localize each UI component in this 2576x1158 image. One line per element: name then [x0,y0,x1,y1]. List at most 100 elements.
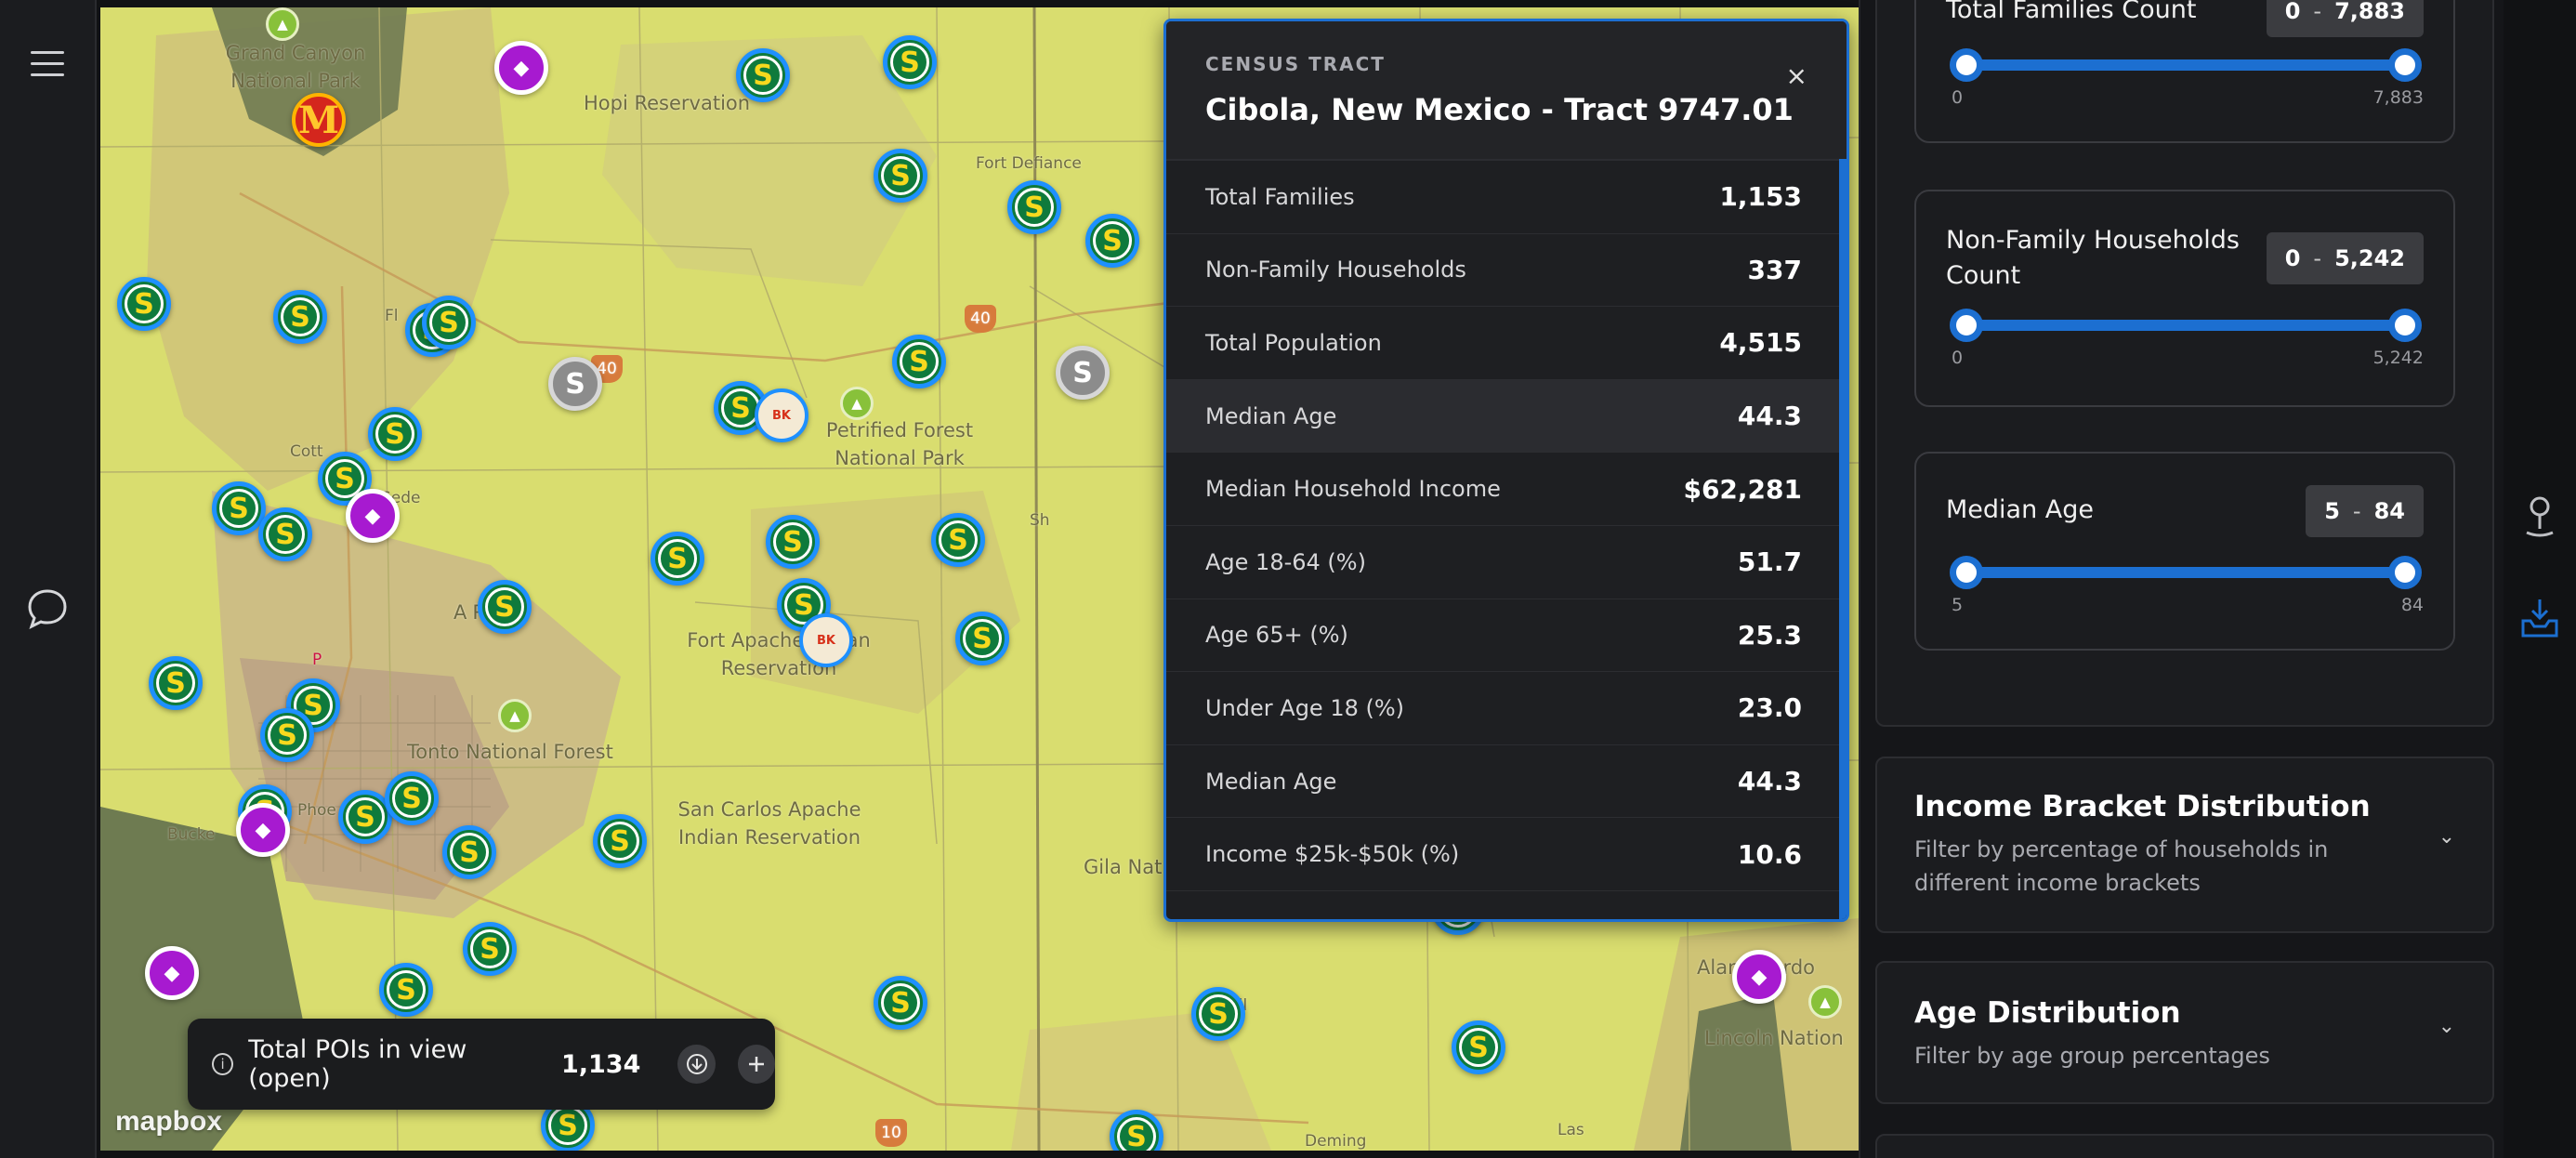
subway-poi-marker[interactable]: S [1191,987,1245,1041]
add-button[interactable] [737,1045,775,1084]
tract-row-label: Total Families [1205,183,1355,210]
inbox-download-icon[interactable] [2518,595,2561,641]
median-age-filter: Median Age 5-84 5 84 [1914,452,2455,651]
tract-row-value: 23.0 [1737,692,1802,724]
slider-max-thumb[interactable] [2388,309,2422,342]
accordion-description: Filter by percentage of households in di… [1914,836,2329,896]
tract-scrollbar[interactable] [1839,159,1847,919]
tract-row-total-population: Total Population 4,515 [1166,307,1847,380]
subway-poi-marker[interactable]: S [892,335,946,388]
burger-king-poi-marker[interactable]: BK [799,613,853,667]
slider-min-label: 0 [1952,87,1964,108]
taco-bell-poi-marker[interactable]: ◆ [494,41,548,95]
slider-track[interactable] [1965,59,2401,71]
subway-poi-marker[interactable]: S [736,48,790,102]
subway-poi-marker[interactable]: S [338,790,392,844]
closed-poi-marker[interactable]: S [548,357,602,411]
subway-poi-marker[interactable]: S [318,452,372,506]
subway-poi-marker[interactable]: S [651,532,704,586]
subway-poi-marker[interactable]: S [463,922,517,976]
range-value-chip[interactable]: 5-84 [2306,485,2424,537]
subway-poi-marker[interactable]: S [1452,1020,1505,1074]
subway-poi-marker[interactable]: S [379,963,433,1017]
subway-poi-marker[interactable]: S [212,481,266,535]
range-sep: - [2352,498,2361,524]
tract-kicker: CENSUS TRACT [1205,53,1386,75]
chat-bubble-icon[interactable] [24,586,71,632]
slider-min-thumb[interactable] [1950,48,1983,82]
tract-row-label: Age 65+ (%) [1205,622,1348,649]
slider-max-thumb[interactable] [2388,48,2422,82]
subway-poi-marker[interactable]: S [385,771,439,825]
subway-poi-marker[interactable]: S [1007,180,1061,234]
close-icon[interactable]: × [1785,60,1807,91]
subway-poi-marker[interactable]: S [874,976,927,1030]
filter-title: Total Families Count [1946,0,2197,24]
taco-bell-poi-marker[interactable]: ◆ [145,946,199,1000]
subway-poi-marker[interactable]: S [442,825,496,879]
subway-poi-marker[interactable]: S [1085,214,1139,268]
subway-poi-marker[interactable]: S [955,612,1009,665]
slider-track[interactable] [1965,567,2401,578]
tract-row-non-family: Non-Family Households 337 [1166,234,1847,308]
subway-poi-marker[interactable]: S [593,814,647,868]
hamburger-menu-icon[interactable] [24,41,71,87]
subway-poi-marker[interactable]: S [1110,1110,1163,1151]
tract-row-income-25-50: Income $25k-$50k (%) 10.6 [1166,818,1847,891]
slider-max-thumb[interactable] [2388,556,2422,589]
tract-row-label: Median Age [1205,768,1337,795]
slider-track[interactable] [1965,320,2401,331]
subway-poi-marker[interactable]: S [931,513,985,567]
chevron-down-icon[interactable]: ⌄ [2438,1015,2455,1038]
filter-title: Median Age [1946,495,2095,524]
tract-row-age-65-plus: Age 65+ (%) 25.3 [1166,599,1847,673]
range-value-chip[interactable]: 0-5,242 [2266,232,2424,284]
closed-poi-marker[interactable]: S [1056,346,1110,400]
plus-icon [748,1057,764,1072]
tract-row-value: 1,153 [1719,181,1802,213]
subway-poi-marker[interactable]: S [422,296,476,349]
subway-poi-marker[interactable]: S [149,656,203,710]
map-label-petrified-forest: Petrified Forest National Park [825,419,974,469]
subway-poi-marker[interactable]: S [117,277,171,331]
range-value-chip[interactable]: 0-7,883 [2266,0,2424,37]
map-label-las-cruces: Las [1557,1121,1584,1139]
map-label-lincoln: Lincoln Nation [1704,1027,1844,1049]
tract-row-label: Under Age 18 (%) [1205,694,1405,721]
map-label-fort-defiance: Fort Defiance [976,154,1082,173]
subway-poi-marker[interactable]: S [273,290,327,344]
subway-poi-marker[interactable]: S [883,35,937,89]
park-marker-icon: ▲ [840,387,874,420]
tract-row-label: Age 18-64 (%) [1205,548,1366,575]
income-bracket-accordion[interactable]: Income Bracket Distribution Filter by pe… [1875,757,2494,933]
tract-row-value: 51.7 [1737,546,1802,578]
accordion-description: Filter by age group percentages [1914,1043,2270,1069]
download-button[interactable] [677,1045,716,1084]
mcdonalds-poi-marker[interactable]: M [292,93,346,147]
subway-poi-marker[interactable]: S [478,580,532,634]
burger-king-poi-marker[interactable]: BK [755,388,808,442]
location-pin-icon[interactable] [2518,493,2561,539]
tract-row-label: Median Age [1205,402,1337,429]
subway-poi-marker[interactable]: S [874,149,927,203]
taco-bell-poi-marker[interactable]: ◆ [1732,950,1786,1004]
next-accordion[interactable] [1875,1134,2494,1158]
subway-poi-marker[interactable]: S [368,407,422,461]
mapbox-logo: mapbox [115,1106,223,1137]
taco-bell-poi-marker[interactable]: ◆ [346,489,400,543]
slider-min-thumb[interactable] [1950,309,1983,342]
subway-poi-marker[interactable]: S [258,507,312,561]
interstate-10-shield: 10 [875,1119,907,1147]
tract-stats-list[interactable]: Total Families 1,153 Non-Family Household… [1166,161,1847,891]
range-min: 0 [2284,245,2301,271]
age-distribution-accordion[interactable]: Age Distribution Filter by age group per… [1875,961,2494,1104]
subway-poi-marker[interactable]: S [260,708,314,762]
subway-poi-marker[interactable]: S [766,515,820,569]
slider-min-thumb[interactable] [1950,556,1983,589]
total-families-filter: Total Families Count 0-7,883 0 7,883 [1914,0,2455,143]
chevron-down-icon[interactable]: ⌄ [2438,825,2455,849]
taco-bell-poi-marker[interactable]: ◆ [236,803,290,857]
park-marker-icon: ▲ [266,7,299,41]
tract-row-median-age-2: Median Age 44.3 [1166,745,1847,819]
poi-count-value: 1,134 [560,1049,641,1079]
